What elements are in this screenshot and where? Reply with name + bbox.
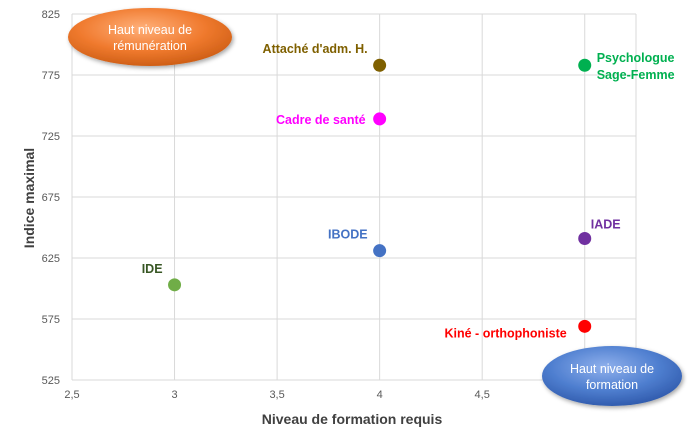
annotations: Haut niveau de rémunération Haut niveau de… xyxy=(68,8,682,406)
data-point xyxy=(373,112,387,126)
y-tick-label: 575 xyxy=(42,314,60,326)
point-label: IADE xyxy=(591,217,621,231)
point-label: IBODE xyxy=(328,228,368,242)
y-tick-label: 675 xyxy=(42,192,60,204)
x-tick-label: 4 xyxy=(377,389,383,401)
y-axis-title: Indice maximal xyxy=(21,148,37,248)
data-point xyxy=(578,231,592,245)
data-points: IDE IBODE Cadre de santé Attaché d'adm. H. P… xyxy=(142,42,675,340)
axes: 2,533,544,55525575625675725775825 xyxy=(42,9,588,401)
point-label: Attaché d'adm. H. xyxy=(263,42,368,56)
annotation-bubble xyxy=(68,8,232,66)
y-tick-label: 775 xyxy=(42,70,60,82)
data-point xyxy=(373,244,387,258)
y-tick-label: 725 xyxy=(42,131,60,143)
gridlines xyxy=(71,13,637,381)
point-label: IDE xyxy=(142,262,163,276)
x-axis-title: Niveau de formation requis xyxy=(262,411,443,427)
x-tick-label: 3,5 xyxy=(269,389,284,401)
x-tick-label: 2,5 xyxy=(64,389,79,401)
annotation-bubble xyxy=(542,346,682,406)
point-label: Psychologue Sage-Femme xyxy=(597,51,675,82)
annotation-text: Haut niveau de rémunération xyxy=(108,23,192,53)
point-label: Cadre de santé xyxy=(276,113,366,127)
annotation-text: Haut niveau de formation xyxy=(570,362,654,392)
y-tick-label: 625 xyxy=(42,253,60,265)
data-point xyxy=(168,278,182,292)
x-tick-label: 4,5 xyxy=(475,389,490,401)
data-point xyxy=(578,319,592,333)
y-tick-label: 525 xyxy=(42,375,60,387)
x-tick-label: 3 xyxy=(171,389,177,401)
y-tick-label: 825 xyxy=(42,9,60,21)
data-point xyxy=(578,58,592,72)
point-label: Kiné - orthophoniste xyxy=(445,326,567,340)
data-point xyxy=(373,58,387,72)
